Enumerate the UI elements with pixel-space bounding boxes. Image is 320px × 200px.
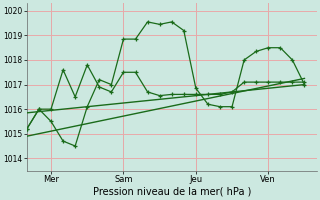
X-axis label: Pression niveau de la mer( hPa ): Pression niveau de la mer( hPa )	[92, 187, 251, 197]
